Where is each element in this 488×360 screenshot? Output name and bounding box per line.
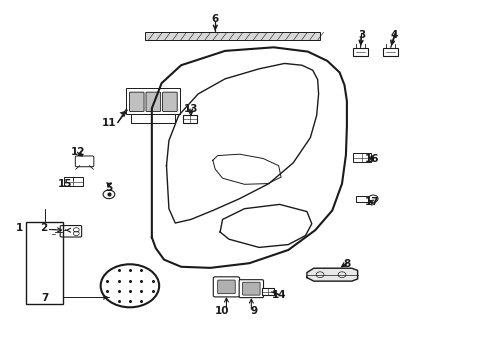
Text: 16: 16 [364,154,379,164]
Text: 7: 7 [41,293,48,303]
Text: 10: 10 [214,306,228,316]
Text: 14: 14 [272,291,286,301]
Bar [131,114,175,123]
Text: 17: 17 [364,197,379,207]
Text: 15: 15 [58,179,72,189]
FancyBboxPatch shape [129,92,144,112]
FancyBboxPatch shape [75,156,94,167]
Bar [352,48,367,55]
Text: 1: 1 [16,224,23,233]
Bar [383,48,397,55]
Bar [355,196,372,202]
Text: 8: 8 [343,259,350,269]
Circle shape [103,190,115,199]
FancyBboxPatch shape [242,282,260,295]
Polygon shape [306,268,357,281]
Text: 5: 5 [105,183,112,193]
FancyBboxPatch shape [60,226,81,237]
FancyBboxPatch shape [213,277,239,297]
FancyBboxPatch shape [146,92,160,112]
Circle shape [367,195,377,202]
FancyBboxPatch shape [217,280,235,294]
Text: 2: 2 [40,224,47,233]
Bar [352,153,370,162]
Text: 9: 9 [250,306,257,316]
Bar [144,32,320,40]
Text: 12: 12 [70,147,85,157]
Bar [183,115,196,123]
Bar [126,88,180,114]
Bar [262,288,273,296]
FancyBboxPatch shape [239,280,263,298]
Bar [64,177,82,186]
Text: 13: 13 [183,104,198,114]
Text: 11: 11 [102,118,116,128]
FancyBboxPatch shape [162,92,177,112]
Text: 3: 3 [357,30,365,40]
Text: 4: 4 [390,30,398,40]
Bar [26,222,63,304]
Text: 6: 6 [211,14,219,24]
